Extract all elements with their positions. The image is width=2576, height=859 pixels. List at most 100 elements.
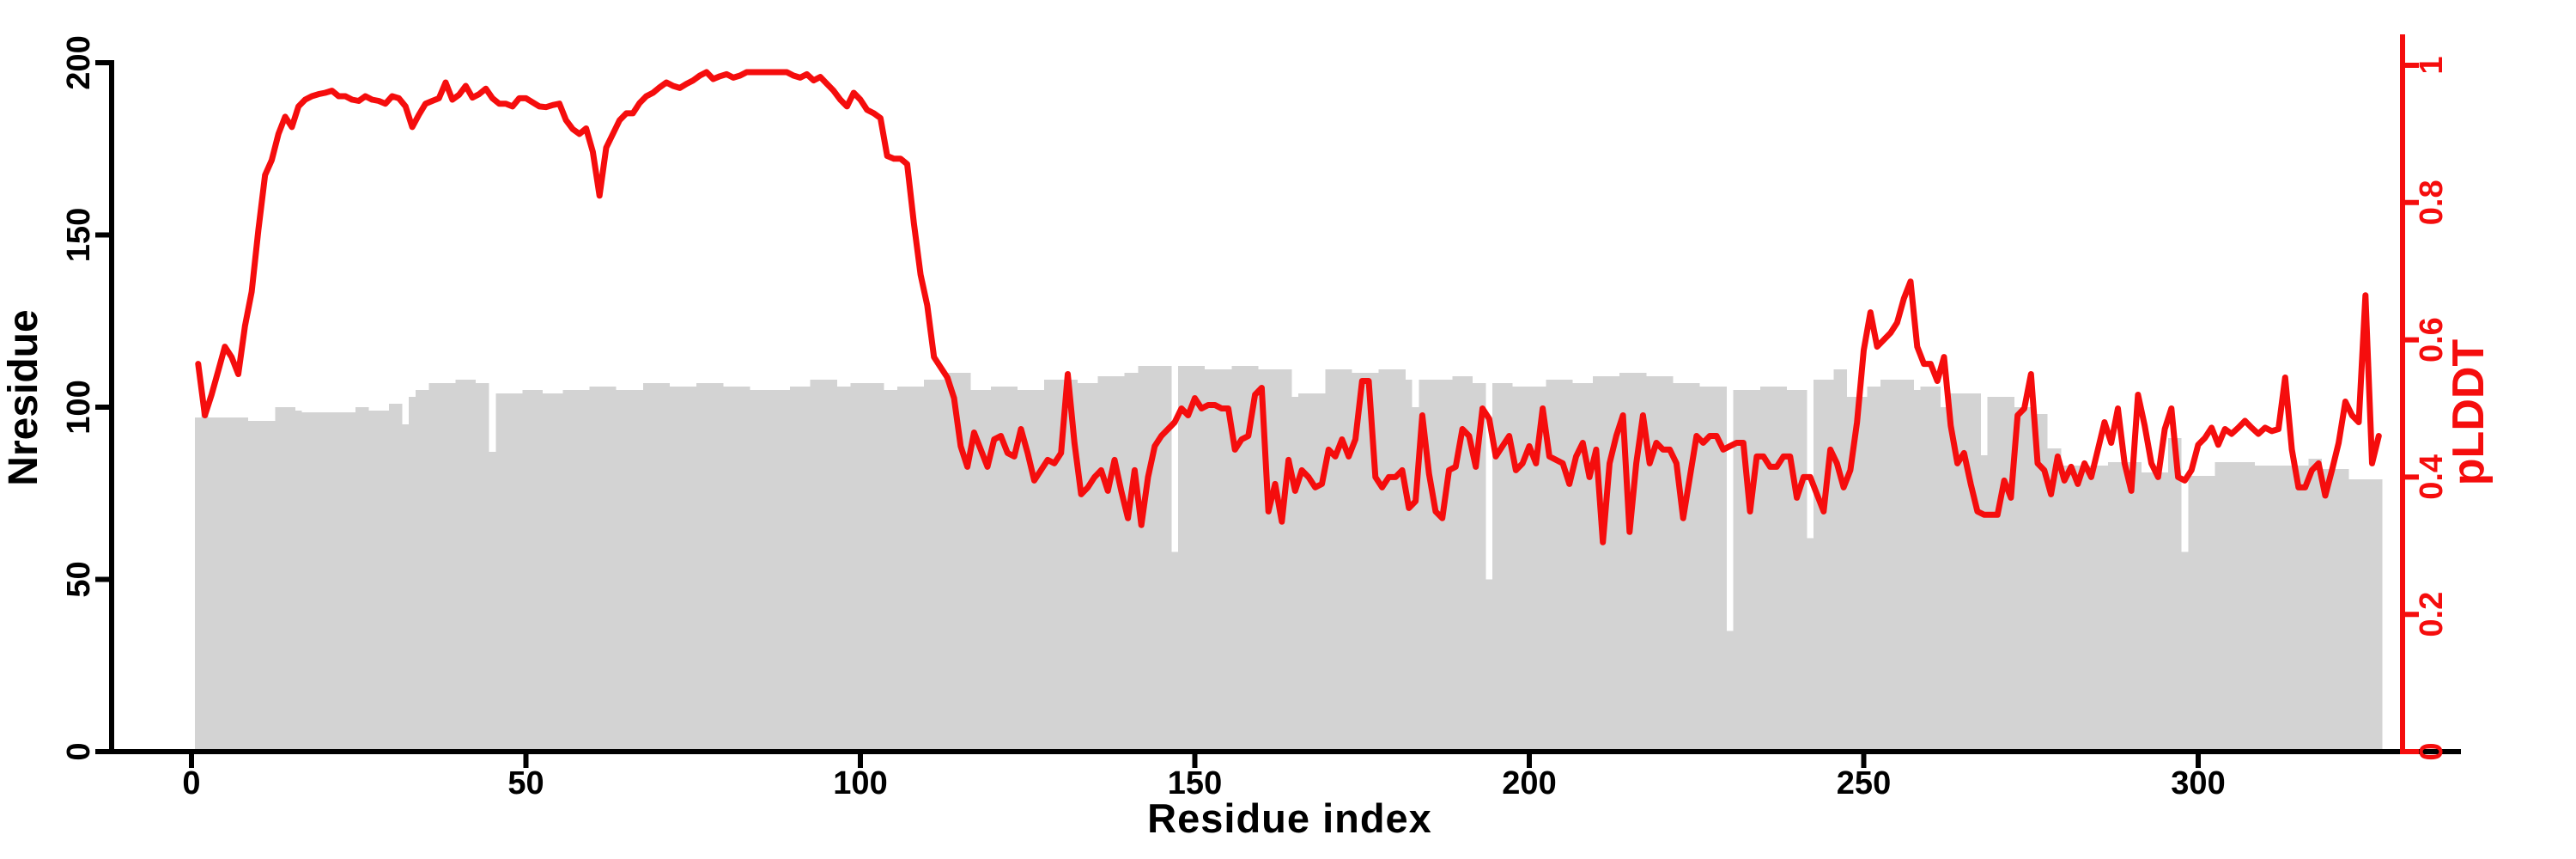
nresidue-bar (1913, 390, 1921, 752)
nresidue-bar (201, 407, 209, 752)
x-tick-label: 250 (1837, 765, 1891, 801)
x-tick-label: 150 (1168, 765, 1222, 801)
nresidue-bar (1452, 375, 1473, 752)
nresidue-bar (1572, 382, 1593, 752)
y-right-tick-label: 0 (2414, 742, 2450, 760)
nresidue-bar (1325, 369, 1352, 752)
nresidue-bar (1018, 390, 1045, 752)
nresidue-bar (248, 421, 276, 752)
nresidue-bar (1378, 369, 1406, 752)
nresidue-bar (1138, 365, 1172, 752)
nresidue-bar (2281, 466, 2309, 752)
nresidue-bar (1231, 365, 1259, 752)
nresidue-bar (2188, 476, 2215, 752)
nresidue-bar (402, 424, 410, 752)
y-right-tick-label: 0.8 (2414, 180, 2450, 225)
nresidue-bar (836, 386, 851, 752)
plddt-line (195, 69, 2382, 545)
nresidue-bar (2061, 466, 2108, 752)
x-tick-label: 200 (1502, 765, 1556, 801)
y-left-tick-label: 0 (61, 742, 97, 760)
y-right-tick-label: 0.4 (2414, 454, 2450, 500)
nresidue-bar (416, 390, 429, 752)
nresidue-bar (723, 386, 750, 752)
nresidue-bar (896, 386, 924, 752)
nresidue-bar (1807, 538, 1814, 752)
nresidue-bar (1920, 386, 1941, 752)
y-left-axis-title: Nresidue (1, 309, 46, 486)
nresidue-bar (301, 412, 355, 752)
nresidue-bar (2034, 414, 2048, 752)
nresidue-bar (2348, 479, 2383, 752)
nresidue-bar (2047, 448, 2062, 752)
x-tick-label: 300 (2171, 765, 2225, 801)
nresidue-bar (970, 390, 991, 752)
nresidue-bar (1546, 379, 1573, 752)
nresidue-bar (810, 379, 837, 752)
x-axis-title: Residue index (1147, 795, 1432, 841)
nresidue-bar (2014, 407, 2035, 752)
nresidue-bar (790, 386, 811, 752)
nresidue-bar (1291, 397, 1299, 752)
nresidue-bar (2255, 466, 2282, 752)
nresidue-bar (428, 382, 456, 752)
nresidue-bar (1171, 551, 1178, 752)
nresidue-bar (1298, 393, 1326, 752)
nresidue-bar (194, 417, 202, 752)
nresidue-bar (1472, 382, 1486, 752)
nresidue-bar (455, 379, 477, 752)
y-left-tick-label: 100 (61, 380, 97, 434)
nresidue-bar (696, 382, 724, 752)
nresidue-bar (1759, 386, 1787, 752)
nresidue-bar (562, 390, 590, 752)
nresidue-bar (543, 393, 563, 752)
nresidue-bar (924, 379, 945, 752)
nresidue-bar (1124, 372, 1139, 752)
nresidue-bar (1485, 579, 1493, 752)
nresidue-bar (476, 382, 489, 752)
nresidue-bar (495, 393, 523, 752)
x-tick-label: 100 (833, 765, 887, 801)
nresidue-bar (355, 407, 369, 752)
nresidue-bar (275, 407, 295, 752)
nresidue-bar (2308, 459, 2323, 752)
nresidue-bar (1941, 407, 1947, 752)
y-left-tick-label: 50 (61, 561, 97, 597)
nresidue-bar (1078, 382, 1098, 752)
nresidue-bar (1412, 407, 1419, 752)
nresidue-bar (388, 404, 403, 752)
y-left-tick-label: 150 (61, 208, 97, 262)
nresidue-bar (2141, 472, 2168, 752)
y-right-axis-title: pLDDT (2444, 338, 2494, 486)
y-right-tick-label: 1 (2414, 56, 2450, 74)
nresidue-bar (1867, 386, 1880, 752)
nresidue-bar (750, 390, 791, 752)
nresidue-bar (2107, 462, 2142, 752)
nresidue-bar (2167, 438, 2182, 752)
nresidue-bar (1880, 379, 1914, 752)
y-right-tick-label: 0.2 (2414, 592, 2450, 637)
nresidue-bar (1987, 397, 2014, 752)
nresidue-bar (1726, 631, 1734, 752)
nresidue-bar (2322, 469, 2349, 752)
nresidue-bar (208, 417, 249, 752)
nresidue-bar (1097, 375, 1125, 752)
nresidue-bar (295, 411, 302, 752)
x-tick-label: 50 (507, 765, 544, 801)
nresidue-bar (2215, 462, 2256, 752)
nresidue-bar (2181, 551, 2189, 752)
x-tick-label: 0 (182, 765, 200, 801)
nresidue-bar (1980, 455, 1988, 752)
nresidue-bar (1205, 369, 1232, 752)
nresidue-bar (884, 390, 897, 752)
nresidue-bar (1405, 379, 1413, 752)
nresidue-bar (1814, 379, 1834, 752)
nresidue-bar (616, 390, 643, 752)
nresidue-bar (522, 390, 543, 752)
nresidue-bar (1786, 390, 1807, 752)
y-left-tick-label: 200 (61, 35, 97, 89)
nresidue-bar (489, 452, 496, 752)
nresidue-bar (1646, 375, 1674, 752)
